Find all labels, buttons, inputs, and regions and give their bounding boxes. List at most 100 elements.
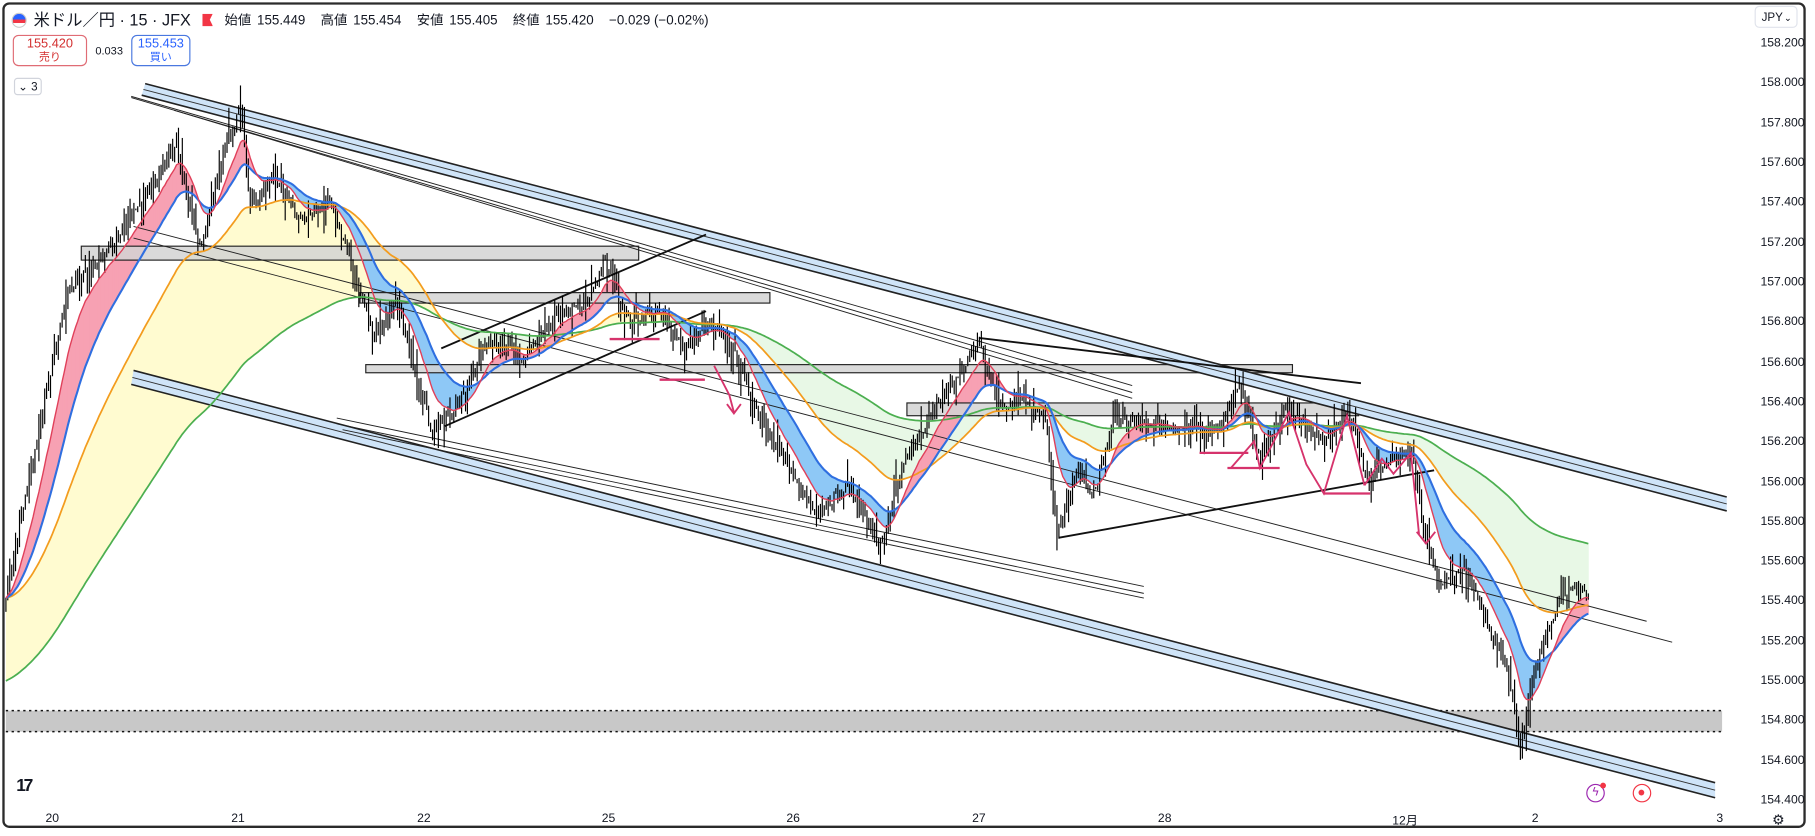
ribbon-fill (1493, 580, 1496, 614)
ribbon-fill (975, 365, 978, 398)
ma-cloud-fill (1586, 543, 1589, 606)
ribbon-fill (1444, 514, 1448, 555)
ribbon-fill (100, 274, 104, 330)
ribbon-fill (40, 474, 44, 528)
ma-cloud-fill (764, 335, 767, 354)
trendline-bold (978, 336, 1362, 385)
change-value: −0.029 (−0.02%) (609, 13, 709, 28)
ma-cloud-fill (1376, 429, 1380, 438)
price-tick-label: 156.200 (1760, 434, 1805, 449)
ma-cloud-fill (1421, 437, 1424, 453)
ma-cloud-fill (250, 207, 253, 359)
ribbon-fill (66, 354, 69, 434)
ribbon-fill (791, 417, 794, 452)
ma-cloud-fill (519, 334, 523, 349)
ma-cloud-fill (1518, 507, 1521, 585)
ma-cloud-fill (1099, 427, 1103, 451)
ma-cloud-fill (752, 330, 755, 342)
pattern-arrow (726, 403, 742, 415)
ribbon-fill (161, 187, 164, 225)
ribbon-fill (236, 147, 240, 175)
ma-cloud-fill (1439, 447, 1442, 477)
ma-cloud-fill (287, 199, 290, 329)
ribbon-fill (804, 440, 808, 476)
ma-cloud-fill (1103, 427, 1106, 452)
ribbon-fill (1439, 501, 1442, 543)
ma-cloud-fill (211, 245, 214, 404)
ribbon-fill (89, 291, 92, 357)
ribbon-fill (1068, 452, 1072, 488)
buy-button[interactable]: 155.453 買い (131, 34, 191, 67)
ribbon-fill (585, 308, 589, 323)
ma-cloud-fill (48, 538, 51, 642)
lightning-icon[interactable]: ϟ (1586, 782, 1606, 803)
ma-cloud-fill (775, 341, 779, 367)
ma-cloud-fill (1113, 428, 1116, 450)
ma-cloud-fill (1487, 478, 1490, 533)
ribbon-fill (234, 152, 238, 179)
ribbon-fill (944, 414, 947, 444)
ribbon-fill (422, 327, 426, 365)
ribbon-fill (1087, 463, 1091, 483)
ma-cloud-fill (1101, 427, 1104, 452)
ma-cloud-fill (1384, 431, 1388, 441)
ma-cloud-fill (1504, 493, 1508, 558)
ma-cloud-fill (1378, 430, 1382, 439)
ma-cloud-fill (87, 438, 90, 581)
ma-cloud-fill (56, 519, 59, 631)
ribbon-fill (781, 401, 784, 436)
ma-cloud-fill (1409, 434, 1413, 445)
ma-cloud-fill (1473, 469, 1477, 516)
ma-cloud-fill (1382, 431, 1386, 440)
ma-cloud-fill (847, 387, 850, 447)
price-tick-label: 155.000 (1760, 673, 1805, 688)
ribbon-fill (1091, 466, 1095, 485)
ma-cloud-fill (23, 583, 26, 670)
ma-cloud-fill (151, 312, 154, 482)
ribbon-fill (1582, 597, 1585, 618)
ma-cloud-fill (1115, 428, 1118, 449)
ribbon-fill (866, 493, 870, 508)
ribbon-fill (451, 379, 455, 411)
ma-cloud-fill (1551, 532, 1554, 613)
ma-cloud-fill (963, 415, 967, 437)
red-flag-icon[interactable] (202, 13, 213, 27)
ribbon-fill (50, 428, 53, 495)
ma-cloud-fill (217, 240, 220, 398)
ribbon-fill (783, 404, 786, 439)
ribbon-fill (370, 253, 373, 292)
ribbon-fill (240, 140, 243, 168)
indicators-collapse-button[interactable]: ⌄ 3 (13, 77, 42, 96)
ribbon-fill (38, 483, 42, 534)
ma-cloud-fill (878, 406, 881, 472)
ma-cloud-fill (1407, 434, 1411, 445)
ribbon-fill (98, 276, 102, 334)
tradingview-logo[interactable]: 17 (16, 775, 33, 796)
gear-icon[interactable]: ⚙ (1772, 811, 1785, 828)
ribbon-fill (971, 371, 975, 404)
ribbon-fill (418, 318, 422, 354)
sell-button[interactable]: 155.420 売り (12, 34, 88, 67)
ma-cloud-fill (475, 330, 478, 349)
ribbon-fill (880, 506, 883, 525)
ribbon-fill (104, 268, 108, 322)
record-target-icon[interactable] (1632, 783, 1652, 803)
ma-cloud-fill (100, 408, 104, 559)
ribbon-fill (81, 305, 84, 379)
ma-cloud-fill (1448, 454, 1452, 490)
ma-cloud-fill (766, 336, 769, 356)
price-tick-label: 154.400 (1760, 793, 1805, 808)
ribbon-fill (159, 191, 162, 228)
symbol-title[interactable]: 米ドル／円 · 15 · JFX (33, 10, 191, 30)
ma-cloud-fill (1431, 442, 1434, 465)
ribbon-fill (942, 416, 945, 447)
ribbon-fill (1510, 613, 1514, 655)
ribbon-fill (1471, 549, 1475, 577)
ma-cloud-fill (1555, 534, 1558, 613)
ma-cloud-fill (1413, 434, 1417, 447)
ma-cloud-fill (64, 498, 67, 619)
ribbon-fill (799, 430, 802, 466)
currency-select[interactable]: JPY ⌄ (1754, 5, 1798, 28)
ribbon-fill (93, 284, 96, 347)
